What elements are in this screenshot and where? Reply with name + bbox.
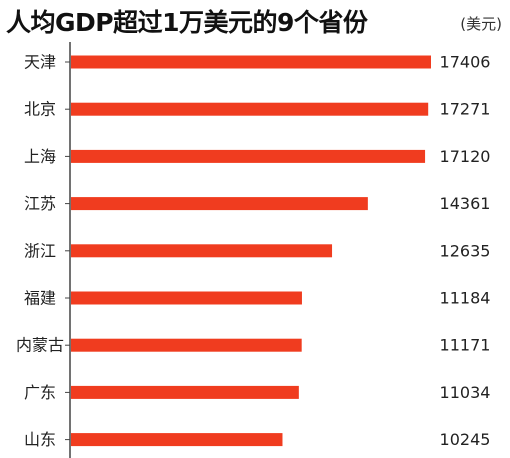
category-label: 广东	[24, 383, 56, 402]
category-label: 山东	[24, 430, 56, 449]
category-label: 上海	[24, 147, 56, 166]
bar	[71, 149, 426, 163]
bar	[71, 338, 302, 352]
category-label: 江苏	[24, 194, 56, 213]
bar	[71, 244, 333, 258]
value-label: 14361	[440, 194, 491, 213]
unit-label: (美元)	[460, 15, 502, 33]
category-label: 北京	[24, 100, 56, 119]
category-label: 福建	[24, 289, 56, 308]
value-label: 11034	[440, 383, 491, 402]
bar	[71, 197, 368, 211]
value-label: 12635	[440, 241, 491, 260]
value-label: 17406	[440, 53, 491, 72]
category-label: 内蒙古	[16, 336, 64, 355]
value-label: 10245	[440, 430, 491, 449]
bar	[71, 291, 302, 305]
category-label: 浙江	[24, 241, 56, 260]
value-label: 11171	[440, 336, 491, 355]
value-label: 11184	[440, 289, 491, 308]
chart-title: 人均GDP超过1万美元的9个省份	[6, 8, 368, 37]
bar	[71, 55, 431, 69]
bar	[71, 385, 299, 399]
bar	[71, 102, 429, 116]
value-label: 17271	[440, 100, 491, 119]
value-label: 17120	[440, 147, 491, 166]
bar	[71, 433, 283, 447]
category-label: 天津	[24, 53, 56, 72]
